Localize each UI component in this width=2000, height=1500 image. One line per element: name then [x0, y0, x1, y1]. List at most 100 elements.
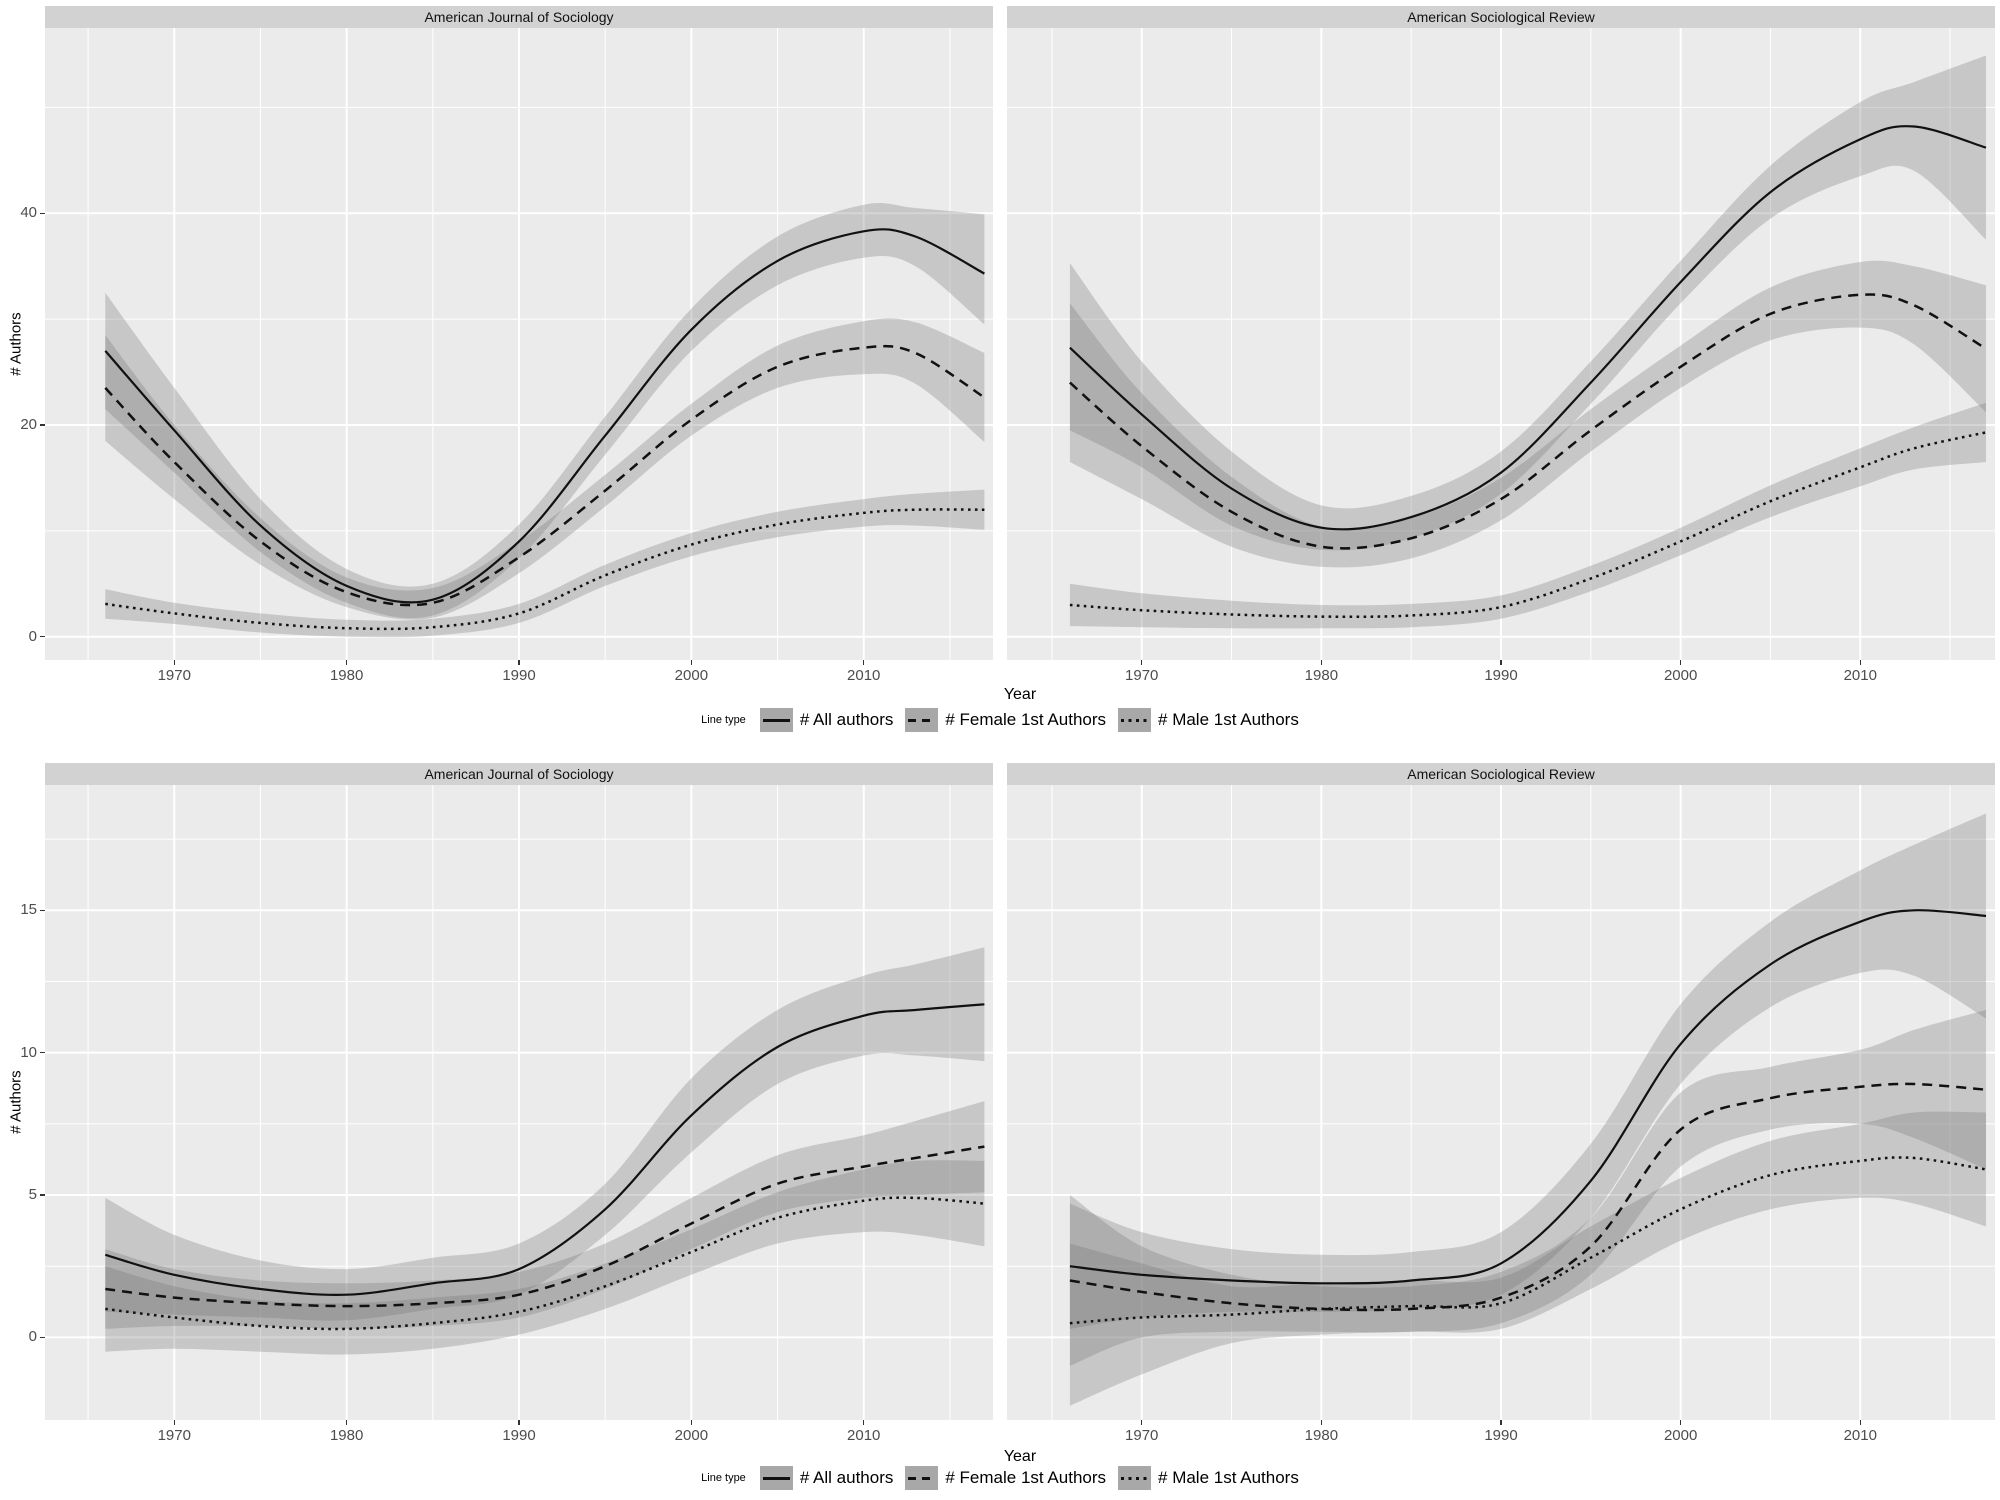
y-tick-label: 10 [20, 1043, 37, 1061]
x-tick-label: 1980 [1304, 667, 1339, 684]
legend: Line type # All authors # Female 1st Autho… [0, 1466, 2000, 1490]
x-tick-label: 2010 [1843, 667, 1877, 684]
facet-title: American Journal of Sociology [424, 9, 614, 25]
series-line-dotted [105, 508, 985, 631]
legend-item-label: # All authors [799, 710, 894, 729]
x-tick-mark [690, 660, 693, 665]
legend-item-label: # Male 1st Authors [1158, 1468, 1299, 1487]
x-axis-title: Year [1003, 686, 1037, 703]
legend-key-dotted-icon [1118, 708, 1152, 732]
x-tick-label: 1980 [329, 667, 364, 684]
facet-title: American Sociological Review [1407, 9, 1595, 25]
series-line-dotted [1069, 1156, 1987, 1325]
x-tick-mark [862, 660, 865, 665]
x-tick-label: 2010 [1843, 1427, 1877, 1444]
y-tick-mark [40, 909, 45, 912]
x-tick-mark [173, 1420, 176, 1425]
x-tick-mark [518, 1420, 520, 1425]
legend-item: # All authors [759, 1466, 893, 1490]
ribbon-solid [105, 947, 985, 1321]
legend-item: # Male 1st Authors [1118, 1466, 1299, 1490]
x-tick-label: 1990 [502, 667, 536, 684]
x-tick-label: 1970 [1125, 1427, 1159, 1444]
y-tick-mark [40, 1194, 45, 1196]
legend-item-label: # Female 1st Authors [945, 710, 1107, 729]
ribbon-solid [1069, 55, 1986, 551]
x-tick-mark [1679, 660, 1682, 665]
x-tick-label: 2000 [1663, 1427, 1698, 1444]
y-tick-mark [40, 212, 45, 214]
x-tick-mark [1320, 1420, 1323, 1425]
facet-title: American Journal of Sociology [424, 766, 614, 782]
plot-panel [1007, 785, 1995, 1420]
x-tick-mark [345, 660, 348, 665]
legend-key-line [762, 1476, 790, 1480]
series-line-solid [1069, 909, 1987, 1285]
x-tick-label: 2000 [1663, 667, 1698, 684]
legend-item-label: # Female 1st Authors [945, 1468, 1107, 1487]
series-line-solid [1069, 125, 1987, 531]
series-line-dashed [1069, 293, 1987, 550]
plot-panel [45, 28, 993, 660]
legend-key-line [1121, 718, 1149, 722]
x-tick-mark [1320, 660, 1323, 665]
x-tick-mark [690, 1420, 693, 1425]
x-tick-mark [1859, 660, 1862, 665]
x-tick-label: 1990 [502, 1427, 536, 1444]
x-tick-label: 1980 [329, 1427, 364, 1444]
series-line-solid [104, 228, 985, 604]
x-tick-label: 2000 [674, 1427, 709, 1444]
legend-title: Line type [701, 1472, 746, 1484]
y-tick-label: 0 [28, 1328, 37, 1346]
x-tick-mark [1140, 660, 1143, 665]
legend-key-line [1121, 1476, 1149, 1480]
ribbon-dotted [105, 489, 985, 638]
legend-key-dotted-icon [1118, 1466, 1152, 1490]
ribbon-dashed [1069, 260, 1986, 568]
y-tick-label: 20 [20, 415, 37, 433]
legend-key-line [908, 1476, 936, 1480]
ribbon-dashed [105, 318, 985, 620]
facet-title: American Sociological Review [1407, 766, 1595, 782]
x-tick-label: 1970 [157, 667, 191, 684]
x-tick-label: 1990 [1484, 667, 1518, 684]
ribbon-solid [105, 203, 985, 619]
facet-strip: American Journal of Sociology [45, 6, 993, 28]
x-tick-label: 1970 [1125, 667, 1159, 684]
plot-panel [1007, 28, 1995, 660]
legend-item: # Female 1st Authors [905, 1466, 1106, 1490]
x-tick-label: 1980 [1304, 1427, 1339, 1444]
x-tick-label: 2010 [847, 1427, 881, 1444]
legend-key-solid-icon [759, 1466, 793, 1490]
legend-item: # All authors [759, 708, 894, 732]
x-tick-label: 1990 [1484, 1427, 1518, 1444]
plot-panel [45, 785, 993, 1420]
y-tick-label: 0 [28, 627, 37, 645]
series-line-dotted [1069, 431, 1987, 619]
x-tick-label: 2000 [674, 667, 709, 684]
x-tick-label: 1970 [157, 1427, 191, 1444]
x-tick-mark [518, 660, 520, 665]
y-tick-mark [40, 635, 45, 638]
legend-key-line [762, 718, 790, 722]
legend: Line type # All authors # Female 1st Autho… [0, 708, 2000, 732]
x-axis-title: Year [1003, 1448, 1037, 1465]
x-tick-mark [1140, 1420, 1143, 1425]
ribbon-dotted [105, 1160, 985, 1355]
x-tick-mark [1500, 1420, 1502, 1425]
legend-item: # Male 1st Authors [1118, 708, 1299, 732]
y-axis-title: # Authors [7, 312, 25, 376]
series-line-solid [104, 1003, 985, 1296]
x-tick-mark [173, 660, 176, 665]
ribbon-dashed [1069, 1010, 1986, 1366]
ribbon-dotted [1069, 1111, 1986, 1406]
x-tick-mark [1679, 1420, 1682, 1425]
y-tick-label: 40 [20, 204, 37, 222]
y-tick-mark [40, 1336, 45, 1339]
x-tick-mark [1500, 660, 1502, 665]
ribbon-dotted [1069, 402, 1986, 629]
series-line-dashed [1069, 1082, 1987, 1312]
series-line-dashed [104, 344, 986, 607]
legend-key-dashed-icon [905, 708, 939, 732]
